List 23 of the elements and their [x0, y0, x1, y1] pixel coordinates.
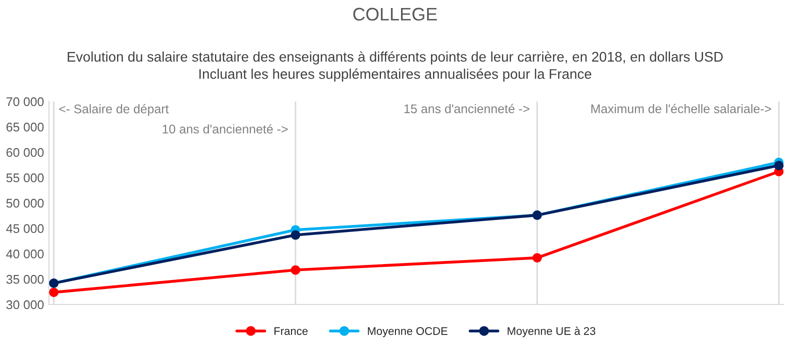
annotation: 15 ans d'ancienneté -> — [404, 104, 530, 114]
legend-label: Moyenne UE à 23 — [508, 326, 596, 338]
annotation: 10 ans d'ancienneté -> — [162, 124, 288, 134]
chart-subtitle: Evolution du salaire statutaire des enseignants à différents points de leur carrière, en 2018, en dollars USD Incluant les heures supplémentaires annualisées pour la France — [68, 51, 723, 82]
point — [290, 230, 300, 240]
y-tick-label: 40 000 — [6, 250, 44, 258]
point — [532, 253, 542, 263]
point — [290, 265, 300, 275]
y-tick-label: 30 000 — [6, 300, 44, 310]
y-tick-label: 45 000 — [6, 224, 44, 234]
y-tick-label: 50 000 — [6, 198, 44, 208]
y-tick-label: 70 000 — [6, 97, 44, 106]
annotation: Maximum de l'échelle salariale-> — [591, 104, 771, 114]
y-tick-label: 65 000 — [6, 122, 44, 132]
y-tick-label: 60 000 — [6, 148, 44, 157]
annotation: <- Salaire de départ — [59, 104, 169, 116]
y-tick-label: 55 000 — [6, 173, 44, 182]
y-tick-label: 35 000 — [6, 274, 44, 284]
legend-label: Moyenne OCDE — [368, 327, 448, 338]
legend-label: France — [274, 327, 308, 335]
point — [49, 288, 59, 298]
chart-title: COLLEGE — [353, 8, 437, 21]
point — [774, 160, 784, 170]
